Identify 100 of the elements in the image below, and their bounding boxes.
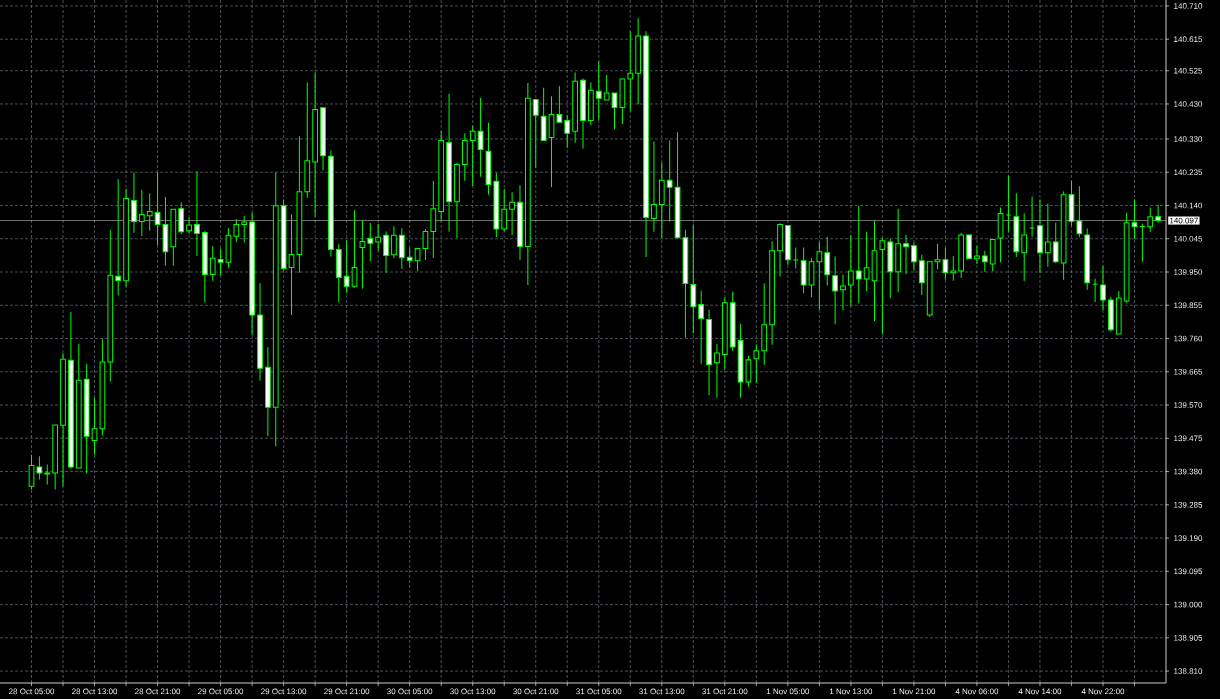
candlestick xyxy=(367,222,374,262)
x-tick-label: 29 Oct 21:00 xyxy=(324,688,370,695)
y-tick-label: 140.430 xyxy=(1174,101,1203,107)
candlestick xyxy=(1005,174,1012,232)
candlestick xyxy=(666,139,673,223)
x-tick-label: 30 Oct 05:00 xyxy=(387,688,433,695)
x-tick-label: 31 Oct 21:00 xyxy=(702,688,748,695)
x-tick-label: 1 Nov 21:00 xyxy=(892,688,936,695)
candlestick xyxy=(320,107,326,171)
candlestick xyxy=(1155,204,1161,224)
candlestick xyxy=(186,216,192,234)
candlestick xyxy=(170,208,177,267)
y-tick-label: 139.760 xyxy=(1174,335,1203,342)
y-tick-label: 139.190 xyxy=(1174,535,1203,541)
y-tick-label: 140.525 xyxy=(1174,67,1203,74)
y-tick-label: 138.905 xyxy=(1174,635,1203,641)
candlestick xyxy=(769,241,775,346)
candlestick xyxy=(824,236,831,286)
y-tick-label: 139.285 xyxy=(1174,501,1203,508)
candlestick xyxy=(651,140,657,233)
candlestick xyxy=(83,363,90,474)
candlestick xyxy=(863,231,870,292)
y-tick-label: 139.000 xyxy=(1174,601,1203,608)
candlestick xyxy=(454,161,460,239)
candlestick xyxy=(131,172,137,234)
x-tick-label: 1 Nov 13:00 xyxy=(829,688,873,695)
x-tick-label: 30 Oct 13:00 xyxy=(450,688,496,695)
y-tick-label: 139.665 xyxy=(1174,368,1203,375)
candlestick xyxy=(974,245,980,265)
candlestick xyxy=(532,98,539,169)
x-tick-label: 4 Nov 22:00 xyxy=(1081,688,1125,695)
candlestick xyxy=(485,122,492,196)
candlestick xyxy=(146,193,153,232)
candlestick xyxy=(658,161,665,239)
x-tick-label: 31 Oct 13:00 xyxy=(639,688,685,695)
candlestick xyxy=(328,150,334,258)
candlestick xyxy=(52,424,59,490)
candlestick xyxy=(911,242,917,271)
candlestick xyxy=(950,255,957,282)
candlestick xyxy=(627,30,634,112)
candlestick xyxy=(595,60,602,121)
candlestick xyxy=(1021,212,1028,282)
x-tick-label: 1 Nov 05:00 xyxy=(766,688,810,695)
candlestick xyxy=(1108,296,1114,333)
candlestick xyxy=(509,191,515,236)
candlestick xyxy=(477,97,484,178)
candlestick xyxy=(1044,203,1051,268)
candlestick xyxy=(753,343,760,384)
candlestick xyxy=(1013,192,1020,258)
candlestick xyxy=(517,184,523,261)
candlestick xyxy=(209,245,216,282)
candlestick xyxy=(461,132,468,182)
y-tick-label: 140.140 xyxy=(1174,202,1203,209)
candlestick xyxy=(706,309,712,396)
y-tick-label: 140.235 xyxy=(1174,169,1203,176)
y-tick-label: 139.855 xyxy=(1174,302,1203,309)
y-tick-label: 139.095 xyxy=(1174,568,1203,575)
candlestick xyxy=(115,178,122,296)
candlestick xyxy=(138,189,145,237)
candlestick xyxy=(966,234,972,260)
candlestick xyxy=(848,235,854,307)
y-tick-label: 140.330 xyxy=(1174,136,1203,142)
y-tick-label: 139.380 xyxy=(1174,468,1203,475)
candlestick xyxy=(698,290,705,365)
candlestick xyxy=(178,201,185,235)
candlestick xyxy=(714,343,720,399)
y-tick-label: 139.950 xyxy=(1174,269,1203,275)
candlestick xyxy=(265,346,271,437)
candlestick xyxy=(564,114,571,148)
candlestick xyxy=(123,188,129,288)
y-tick-label: 138.810 xyxy=(1174,668,1203,674)
candlestick xyxy=(635,17,642,105)
candlestick xyxy=(903,234,909,275)
candlestick xyxy=(690,223,697,335)
candlestick xyxy=(832,256,838,325)
candlestick xyxy=(75,343,82,469)
y-tick-label: 139.475 xyxy=(1174,435,1203,442)
candlestick xyxy=(603,74,610,101)
candlestick xyxy=(580,77,586,149)
candlestick xyxy=(194,170,200,257)
candlestick xyxy=(840,274,846,311)
candlestick xyxy=(201,231,208,303)
candlestick xyxy=(777,223,783,278)
candlestick xyxy=(383,230,389,274)
y-tick-label: 140.615 xyxy=(1174,36,1203,43)
candlestick xyxy=(1037,199,1043,274)
x-tick-label: 28 Oct 05:00 xyxy=(9,688,55,695)
candlestick xyxy=(1100,265,1106,311)
candlestick xyxy=(871,220,878,322)
candlestick xyxy=(272,172,279,447)
candlestick xyxy=(446,93,452,233)
x-tick-label: 28 Oct 13:00 xyxy=(72,688,118,695)
ref-line-label: 140.097 xyxy=(1170,217,1198,224)
x-tick-label: 28 Oct 21:00 xyxy=(135,688,181,695)
candlestick xyxy=(643,30,649,258)
candlestick xyxy=(855,205,862,304)
y-tick-label: 140.710 xyxy=(1174,3,1203,9)
candlestick xyxy=(525,82,531,286)
candlestick xyxy=(588,81,594,126)
candlestick xyxy=(249,211,255,336)
